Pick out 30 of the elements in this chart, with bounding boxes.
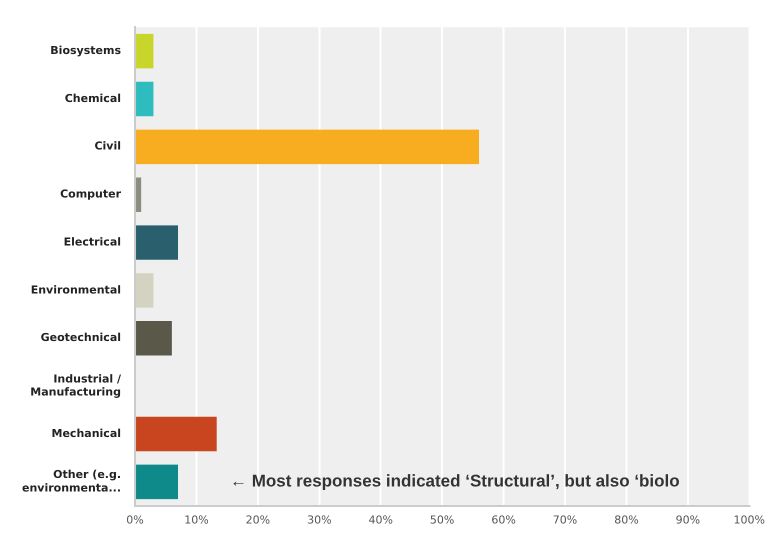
x-tick-label: 50% <box>430 513 454 526</box>
y-tick-label: Civil <box>94 140 122 153</box>
x-tick-label: 10% <box>184 513 209 526</box>
y-tick-label: Mechanical <box>52 426 122 440</box>
bar <box>136 177 142 212</box>
y-tick-label: Industrial / Manufacturing <box>30 372 122 399</box>
x-tick-label: 100% <box>734 513 766 526</box>
y-tick-label: Other (e.g. environmenta... <box>22 468 122 494</box>
x-tick-label: 60% <box>491 513 516 526</box>
y-tick-label: Chemical <box>64 92 122 105</box>
y-tick-label: Electrical <box>64 235 122 248</box>
bar <box>136 34 154 68</box>
bar <box>136 416 217 452</box>
y-tick-label: Biosystems <box>50 44 122 57</box>
x-tick-label: 0% <box>126 513 144 526</box>
y-tick-label: Computer <box>60 188 122 201</box>
y-tick-label: Geotechnical <box>40 331 122 344</box>
annotation: ← Most responses indicated ‘Structural’, but also ‘biolo <box>230 472 680 491</box>
x-tick-label: 30% <box>307 513 332 526</box>
bar <box>136 130 479 164</box>
y-tick-label: Environmental <box>30 283 122 296</box>
bar <box>136 464 178 500</box>
x-tick-label: 20% <box>246 513 270 526</box>
bar <box>136 321 172 356</box>
x-tick-label: 40% <box>368 513 393 526</box>
x-tick-label: 70% <box>552 513 578 526</box>
bar <box>136 82 154 116</box>
bar <box>136 225 178 260</box>
x-tick-label: 80% <box>614 513 639 526</box>
x-tick-label: 90% <box>676 513 700 526</box>
